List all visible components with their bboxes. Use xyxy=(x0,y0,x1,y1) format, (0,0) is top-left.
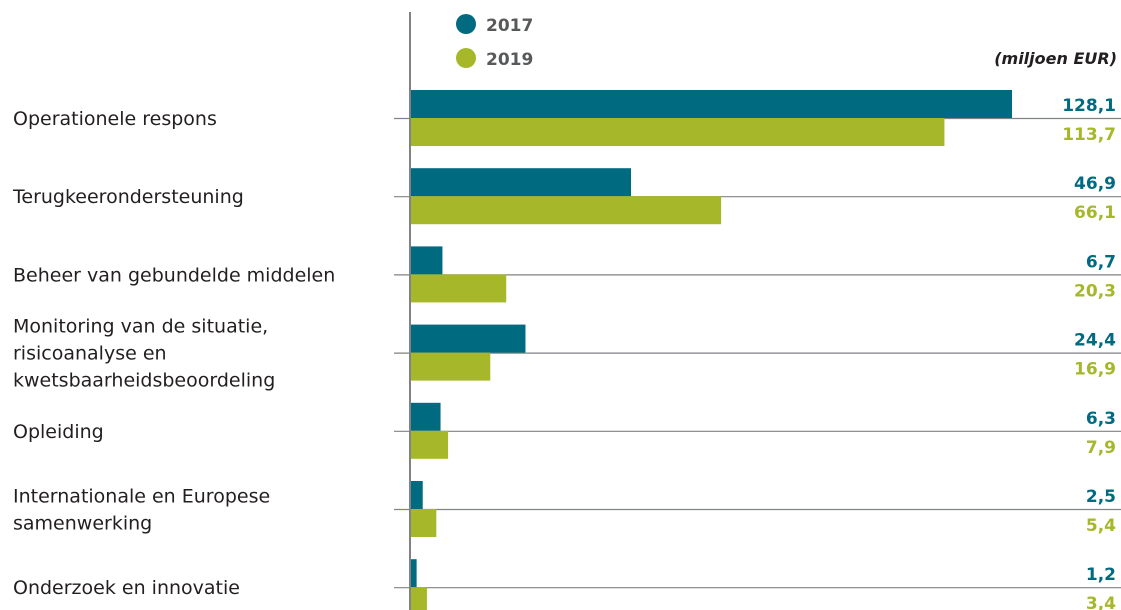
value-label-2019: 66,1 xyxy=(1074,203,1116,223)
value-label-2019: 20,3 xyxy=(1074,281,1116,301)
value-label-2019: 16,9 xyxy=(1074,360,1116,380)
value-label-2017: 128,1 xyxy=(1062,96,1116,116)
value-label-2019: 113,7 xyxy=(1062,125,1116,145)
unit-label: (miljoen EUR) xyxy=(994,49,1117,68)
legend: 2017 2019 xyxy=(456,14,533,70)
value-label-2017: 46,9 xyxy=(1074,174,1116,194)
value-label-2017: 24,4 xyxy=(1074,331,1116,351)
value-label-2017: 1,2 xyxy=(1086,565,1116,585)
bar-2017 xyxy=(411,324,526,353)
bar-2017 xyxy=(411,246,443,275)
category-label: kwetsbaarheidsbeoordeling xyxy=(13,370,275,392)
value-label-2019: 3,4 xyxy=(1086,594,1116,610)
value-label-2017: 6,3 xyxy=(1086,409,1116,429)
bar-2019 xyxy=(411,352,491,381)
value-labels: 128,1 113,7 46,9 66,1 6,7 20,3 24,4 16,9 6,3 7,9 2… xyxy=(1062,96,1116,610)
bar-2019 xyxy=(411,274,507,303)
category-label: Onderzoek en innovatie xyxy=(13,577,240,599)
bar-2017 xyxy=(411,402,441,431)
bar-2019 xyxy=(411,430,449,459)
legend-label-2019: 2019 xyxy=(486,50,533,70)
bar-2019 xyxy=(411,196,722,225)
value-label-2017: 6,7 xyxy=(1086,252,1116,272)
bar-2017 xyxy=(411,481,423,509)
category-label: Internationale en Europese xyxy=(13,486,270,508)
value-label-2019: 7,9 xyxy=(1086,438,1116,458)
category-label: Terugkeerondersteuning xyxy=(12,186,244,208)
category-label: Monitoring van de situatie, xyxy=(13,316,268,338)
category-label: Beheer van gebundelde middelen xyxy=(13,264,335,286)
bar-2017 xyxy=(411,168,632,197)
category-label: risicoanalyse en xyxy=(13,343,167,365)
category-label: samenwerking xyxy=(13,513,152,535)
bar-2019 xyxy=(411,118,945,146)
bar-2017 xyxy=(411,90,1012,118)
legend-label-2017: 2017 xyxy=(486,16,533,36)
category-label: Operationele respons xyxy=(13,108,217,130)
value-label-2017: 2,5 xyxy=(1086,487,1116,507)
value-label-2019: 5,4 xyxy=(1086,516,1116,536)
bars xyxy=(411,90,1012,610)
legend-marker-2017 xyxy=(456,14,476,34)
bar-2019 xyxy=(411,587,427,610)
bar-2019 xyxy=(411,509,437,537)
bar-2017 xyxy=(411,559,417,588)
category-label: Opleiding xyxy=(13,421,104,443)
legend-marker-2019 xyxy=(456,48,476,68)
category-labels: Operationele respons Terugkeerondersteuni… xyxy=(12,108,335,599)
